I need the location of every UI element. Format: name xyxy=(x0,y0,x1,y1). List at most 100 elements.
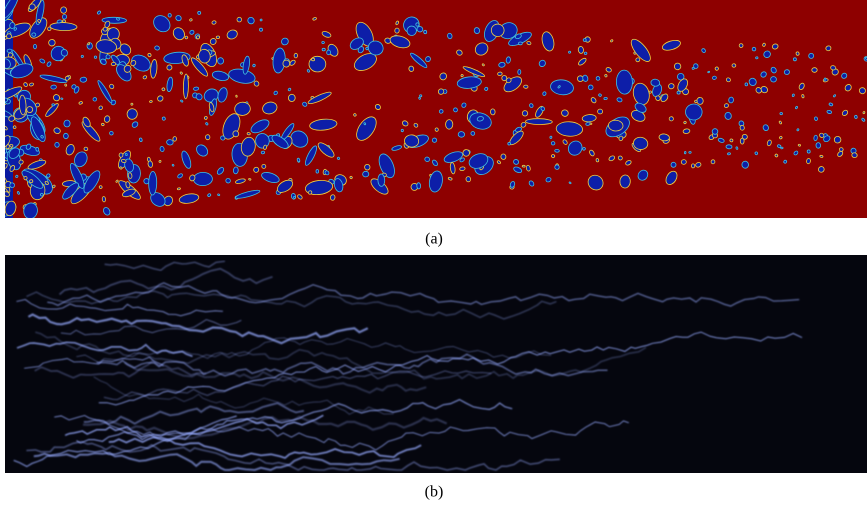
field-background xyxy=(5,255,867,473)
droplet xyxy=(419,94,423,98)
droplet xyxy=(5,58,11,69)
droplet xyxy=(62,19,66,23)
droplet xyxy=(250,119,270,134)
droplet xyxy=(680,159,687,165)
droplet xyxy=(693,63,699,69)
droplet xyxy=(695,162,702,168)
droplet xyxy=(754,151,759,156)
droplet xyxy=(755,56,759,60)
droplet xyxy=(501,75,508,82)
droplet xyxy=(778,120,782,125)
droplet xyxy=(416,182,422,190)
droplet xyxy=(311,57,315,62)
droplet xyxy=(557,85,561,89)
droplet xyxy=(779,135,783,140)
droplet xyxy=(281,37,289,46)
droplet xyxy=(317,142,335,158)
droplet xyxy=(161,87,166,92)
filament xyxy=(76,415,237,444)
droplet xyxy=(253,80,260,87)
droplet xyxy=(10,63,34,79)
droplet xyxy=(525,118,553,125)
droplet xyxy=(83,146,89,152)
droplet xyxy=(29,179,34,184)
droplet xyxy=(175,15,182,22)
droplet xyxy=(459,157,465,163)
droplet xyxy=(119,166,123,170)
droplet xyxy=(779,112,783,116)
droplet xyxy=(5,200,17,217)
droplet xyxy=(171,163,175,167)
droplet xyxy=(833,136,842,144)
droplet xyxy=(825,45,832,52)
droplet xyxy=(50,84,57,90)
droplet xyxy=(418,96,421,100)
droplet xyxy=(101,196,106,203)
droplet xyxy=(470,131,476,136)
droplet xyxy=(100,58,107,65)
droplet xyxy=(604,74,608,78)
droplet xyxy=(124,153,128,156)
droplet xyxy=(5,0,19,19)
droplet xyxy=(9,165,16,172)
droplet xyxy=(40,192,44,197)
droplet xyxy=(98,105,103,111)
droplet xyxy=(35,147,40,152)
droplet xyxy=(82,116,91,128)
droplet xyxy=(514,33,522,40)
droplet xyxy=(712,75,717,80)
droplet xyxy=(453,107,458,113)
droplet xyxy=(46,61,52,67)
droplet xyxy=(615,69,633,95)
droplet xyxy=(232,166,239,175)
droplet xyxy=(293,52,298,59)
droplet xyxy=(538,59,546,67)
droplet xyxy=(578,57,587,66)
droplet xyxy=(262,101,278,115)
droplet xyxy=(496,160,501,165)
droplet xyxy=(326,49,331,56)
droplet xyxy=(252,63,256,68)
droplet xyxy=(668,116,674,122)
droplet xyxy=(416,26,424,33)
droplet xyxy=(577,46,584,54)
droplet xyxy=(608,119,624,132)
droplet xyxy=(793,57,797,62)
droplet xyxy=(124,158,134,173)
droplet xyxy=(529,103,534,108)
panel-b-image xyxy=(5,255,867,473)
filament xyxy=(24,356,164,369)
droplet xyxy=(513,159,520,165)
droplet xyxy=(437,88,445,95)
droplet xyxy=(215,35,220,40)
droplet xyxy=(181,54,189,67)
droplet xyxy=(498,61,506,68)
droplet xyxy=(616,97,623,103)
droplet xyxy=(51,103,55,107)
droplet xyxy=(364,164,371,171)
droplet xyxy=(554,148,560,153)
droplet xyxy=(795,51,800,56)
droplet xyxy=(189,174,196,182)
droplet xyxy=(523,84,529,89)
droplet xyxy=(158,159,162,163)
droplet xyxy=(582,74,589,82)
droplet xyxy=(166,64,173,71)
droplet xyxy=(365,46,369,51)
filament xyxy=(34,359,207,379)
filament xyxy=(93,376,394,415)
droplet xyxy=(190,57,209,77)
droplet xyxy=(161,116,166,121)
droplet xyxy=(658,133,670,142)
droplet xyxy=(727,152,731,156)
droplet xyxy=(119,43,132,56)
droplet xyxy=(28,3,36,11)
droplet xyxy=(78,101,83,105)
droplet xyxy=(589,122,593,125)
droplet xyxy=(505,56,511,64)
droplet xyxy=(9,22,16,29)
droplet xyxy=(428,170,443,193)
droplet xyxy=(126,108,138,120)
droplet xyxy=(771,43,779,50)
